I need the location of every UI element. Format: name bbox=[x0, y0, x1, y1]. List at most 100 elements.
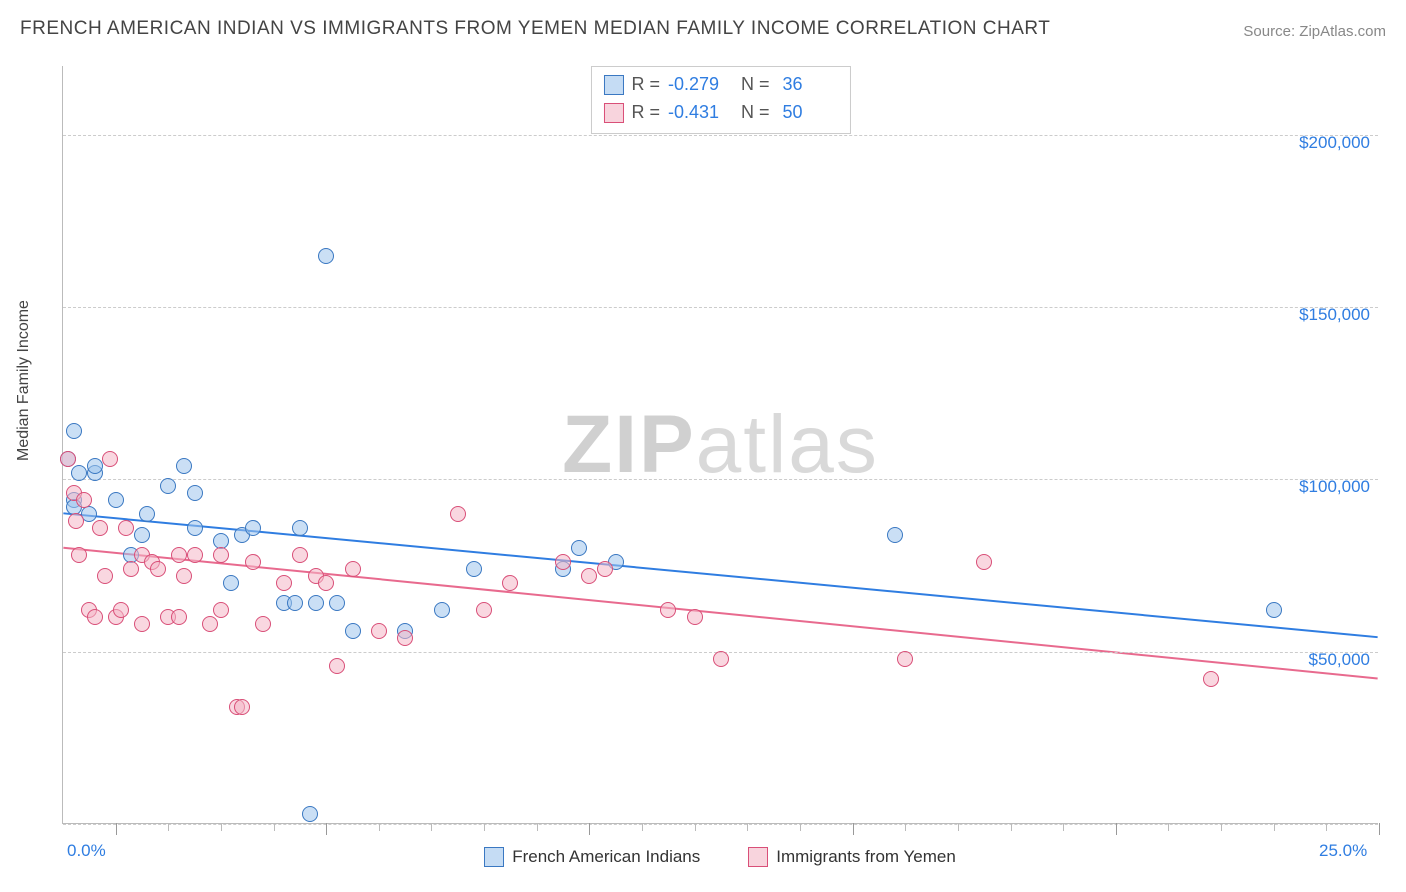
data-point bbox=[71, 547, 87, 563]
data-point bbox=[345, 561, 361, 577]
watermark-zip: ZIP bbox=[562, 399, 696, 490]
source-credit: Source: ZipAtlas.com bbox=[1243, 23, 1386, 40]
data-point bbox=[87, 458, 103, 474]
x-tick-minor bbox=[168, 823, 169, 831]
x-tick-minor bbox=[695, 823, 696, 831]
plot-area: ZIPatlas R =-0.279 N = 36R =-0.431 N = 5… bbox=[62, 66, 1378, 824]
data-point bbox=[134, 527, 150, 543]
x-tick-minor bbox=[1326, 823, 1327, 831]
gridline-h bbox=[63, 479, 1378, 480]
r-label: R = bbox=[631, 71, 660, 99]
data-point bbox=[68, 513, 84, 529]
data-point bbox=[318, 248, 334, 264]
y-tick-label: $50,000 bbox=[1309, 650, 1370, 670]
stats-row: R =-0.279 N = 36 bbox=[603, 71, 837, 99]
x-tick-minor bbox=[800, 823, 801, 831]
data-point bbox=[171, 609, 187, 625]
data-point bbox=[255, 616, 271, 632]
x-tick-minor bbox=[1168, 823, 1169, 831]
data-point bbox=[245, 520, 261, 536]
x-tick-major bbox=[589, 823, 590, 835]
data-point bbox=[581, 568, 597, 584]
data-point bbox=[292, 520, 308, 536]
data-point bbox=[160, 478, 176, 494]
data-point bbox=[187, 520, 203, 536]
gridline-h bbox=[63, 135, 1378, 136]
data-point bbox=[1266, 602, 1282, 618]
source-link[interactable]: ZipAtlas.com bbox=[1299, 23, 1386, 40]
x-tick-major bbox=[853, 823, 854, 835]
data-point bbox=[687, 609, 703, 625]
data-point bbox=[102, 451, 118, 467]
watermark-atlas: atlas bbox=[696, 399, 879, 490]
legend-item: French American Indians bbox=[484, 847, 700, 867]
stats-row: R =-0.431 N = 50 bbox=[603, 99, 837, 127]
data-point bbox=[571, 540, 587, 556]
data-point bbox=[134, 616, 150, 632]
x-tick-major bbox=[326, 823, 327, 835]
data-point bbox=[202, 616, 218, 632]
data-point bbox=[176, 458, 192, 474]
legend-label: Immigrants from Yemen bbox=[776, 847, 956, 867]
data-point bbox=[71, 465, 87, 481]
trend-lines bbox=[63, 66, 1378, 823]
y-tick-label: $100,000 bbox=[1299, 477, 1370, 497]
bottom-legend: French American Indians Immigrants from Y… bbox=[62, 847, 1378, 867]
r-value: -0.431 bbox=[668, 99, 728, 127]
stats-box: R =-0.279 N = 36R =-0.431 N = 50 bbox=[590, 66, 850, 134]
data-point bbox=[213, 602, 229, 618]
data-point bbox=[139, 506, 155, 522]
r-label: R = bbox=[631, 99, 660, 127]
data-point bbox=[123, 561, 139, 577]
legend-swatch bbox=[748, 847, 768, 867]
data-point bbox=[287, 595, 303, 611]
data-point bbox=[897, 651, 913, 667]
legend-item: Immigrants from Yemen bbox=[748, 847, 956, 867]
data-point bbox=[171, 547, 187, 563]
data-point bbox=[308, 595, 324, 611]
data-point bbox=[92, 520, 108, 536]
data-point bbox=[502, 575, 518, 591]
chart-title: FRENCH AMERICAN INDIAN VS IMMIGRANTS FRO… bbox=[20, 18, 1050, 40]
watermark: ZIPatlas bbox=[562, 398, 879, 492]
data-point bbox=[597, 561, 613, 577]
data-point bbox=[113, 602, 129, 618]
source-label: Source: bbox=[1243, 23, 1299, 40]
legend-swatch bbox=[603, 103, 623, 123]
r-value: -0.279 bbox=[668, 71, 728, 99]
data-point bbox=[108, 492, 124, 508]
data-point bbox=[318, 575, 334, 591]
x-tick-minor bbox=[537, 823, 538, 831]
data-point bbox=[187, 547, 203, 563]
data-point bbox=[713, 651, 729, 667]
x-tick-major bbox=[1116, 823, 1117, 835]
x-tick-major bbox=[1379, 823, 1380, 835]
legend-swatch bbox=[484, 847, 504, 867]
x-tick-minor bbox=[958, 823, 959, 831]
x-tick-minor bbox=[1274, 823, 1275, 831]
data-point bbox=[371, 623, 387, 639]
x-tick-minor bbox=[642, 823, 643, 831]
data-point bbox=[118, 520, 134, 536]
x-tick-minor bbox=[905, 823, 906, 831]
data-point bbox=[302, 806, 318, 822]
data-point bbox=[276, 575, 292, 591]
data-point bbox=[66, 423, 82, 439]
data-point bbox=[292, 547, 308, 563]
data-point bbox=[329, 595, 345, 611]
x-tick-minor bbox=[484, 823, 485, 831]
legend-swatch bbox=[603, 75, 623, 95]
x-tick-minor bbox=[1221, 823, 1222, 831]
n-label: N = bbox=[736, 99, 770, 127]
legend-label: French American Indians bbox=[512, 847, 700, 867]
data-point bbox=[97, 568, 113, 584]
data-point bbox=[434, 602, 450, 618]
n-label: N = bbox=[736, 71, 770, 99]
data-point bbox=[234, 699, 250, 715]
data-point bbox=[76, 492, 92, 508]
gridline-h bbox=[63, 307, 1378, 308]
data-point bbox=[176, 568, 192, 584]
x-tick-minor bbox=[1011, 823, 1012, 831]
data-point bbox=[213, 547, 229, 563]
y-tick-label: $150,000 bbox=[1299, 305, 1370, 325]
